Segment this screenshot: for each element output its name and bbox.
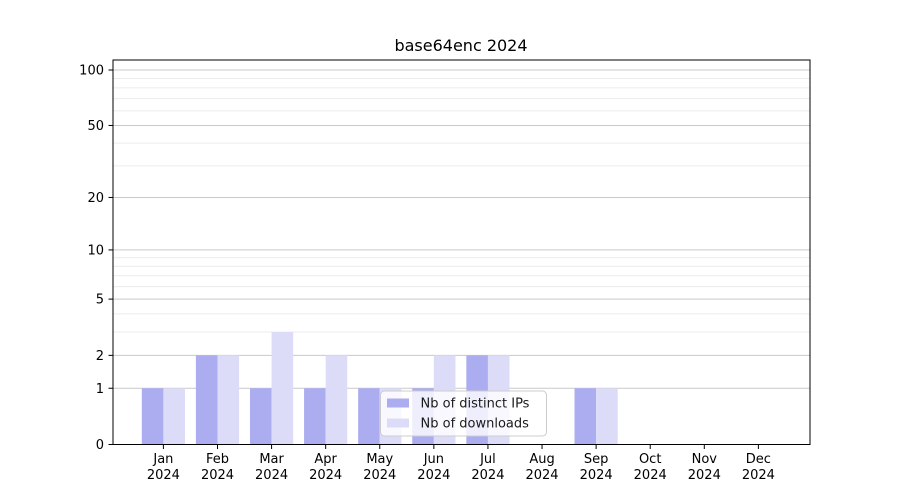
- bar-distinct-ips: [304, 388, 326, 445]
- x-tick-label-month: Apr: [314, 452, 337, 467]
- x-tick-label-year: 2024: [688, 468, 721, 483]
- x-tick-label-year: 2024: [634, 468, 667, 483]
- x-tick-label-month: Nov: [692, 452, 718, 467]
- x-tick-label-month: Oct: [639, 452, 661, 467]
- y-tick-label: 50: [87, 119, 104, 134]
- y-tick-label: 10: [87, 243, 104, 258]
- x-tick-label-year: 2024: [363, 468, 396, 483]
- x-tick-label-month: Sep: [584, 452, 609, 467]
- x-tick-label-month: Feb: [206, 452, 229, 467]
- bar-downloads: [271, 332, 294, 445]
- y-tick-label: 1: [96, 382, 104, 397]
- bar-distinct-ips: [249, 388, 272, 445]
- bar-downloads: [596, 388, 618, 445]
- x-tick-label-year: 2024: [201, 468, 234, 483]
- chart-generated-layer: 0125102050100Jan2024Feb2024Mar2024Apr202…: [79, 59, 811, 483]
- bar-downloads: [163, 388, 185, 445]
- legend-box: [380, 390, 547, 437]
- y-tick-label: 5: [96, 293, 104, 308]
- bar-downloads: [217, 355, 240, 445]
- y-tick-label: 2: [96, 349, 104, 364]
- legend-swatch: [387, 398, 409, 408]
- x-tick-label-month: Aug: [529, 452, 554, 467]
- y-tick-label: 20: [87, 191, 104, 206]
- x-tick-label-year: 2024: [742, 468, 775, 483]
- x-tick-label-month: Dec: [746, 452, 771, 467]
- x-tick-label-month: Jun: [423, 452, 444, 467]
- chart-title: base64enc 2024: [394, 36, 527, 55]
- legend-label: Nb of downloads: [421, 417, 530, 432]
- x-tick-label-month: May: [366, 452, 393, 467]
- x-tick-label-year: 2024: [580, 468, 613, 483]
- y-tick-label: 0: [96, 438, 104, 453]
- x-tick-label-month: Jul: [479, 452, 496, 467]
- axis-spines: [112, 59, 811, 445]
- y-tick-label: 100: [79, 64, 104, 79]
- x-tick-label-year: 2024: [309, 468, 342, 483]
- bar-distinct-ips: [358, 388, 380, 445]
- x-tick-label-year: 2024: [525, 468, 558, 483]
- bar-distinct-ips: [195, 355, 218, 445]
- bar-distinct-ips: [141, 388, 164, 445]
- x-tick-label-year: 2024: [147, 468, 180, 483]
- x-tick-label-month: Jan: [152, 452, 173, 467]
- bar-downloads: [325, 355, 348, 445]
- legend-label: Nb of distinct IPs: [421, 397, 530, 412]
- x-tick-label-year: 2024: [471, 468, 504, 483]
- bar-distinct-ips: [574, 388, 597, 445]
- legend-swatch: [387, 418, 409, 428]
- x-tick-label-year: 2024: [255, 468, 288, 483]
- x-tick-label-month: Mar: [259, 452, 284, 467]
- x-tick-label-year: 2024: [417, 468, 450, 483]
